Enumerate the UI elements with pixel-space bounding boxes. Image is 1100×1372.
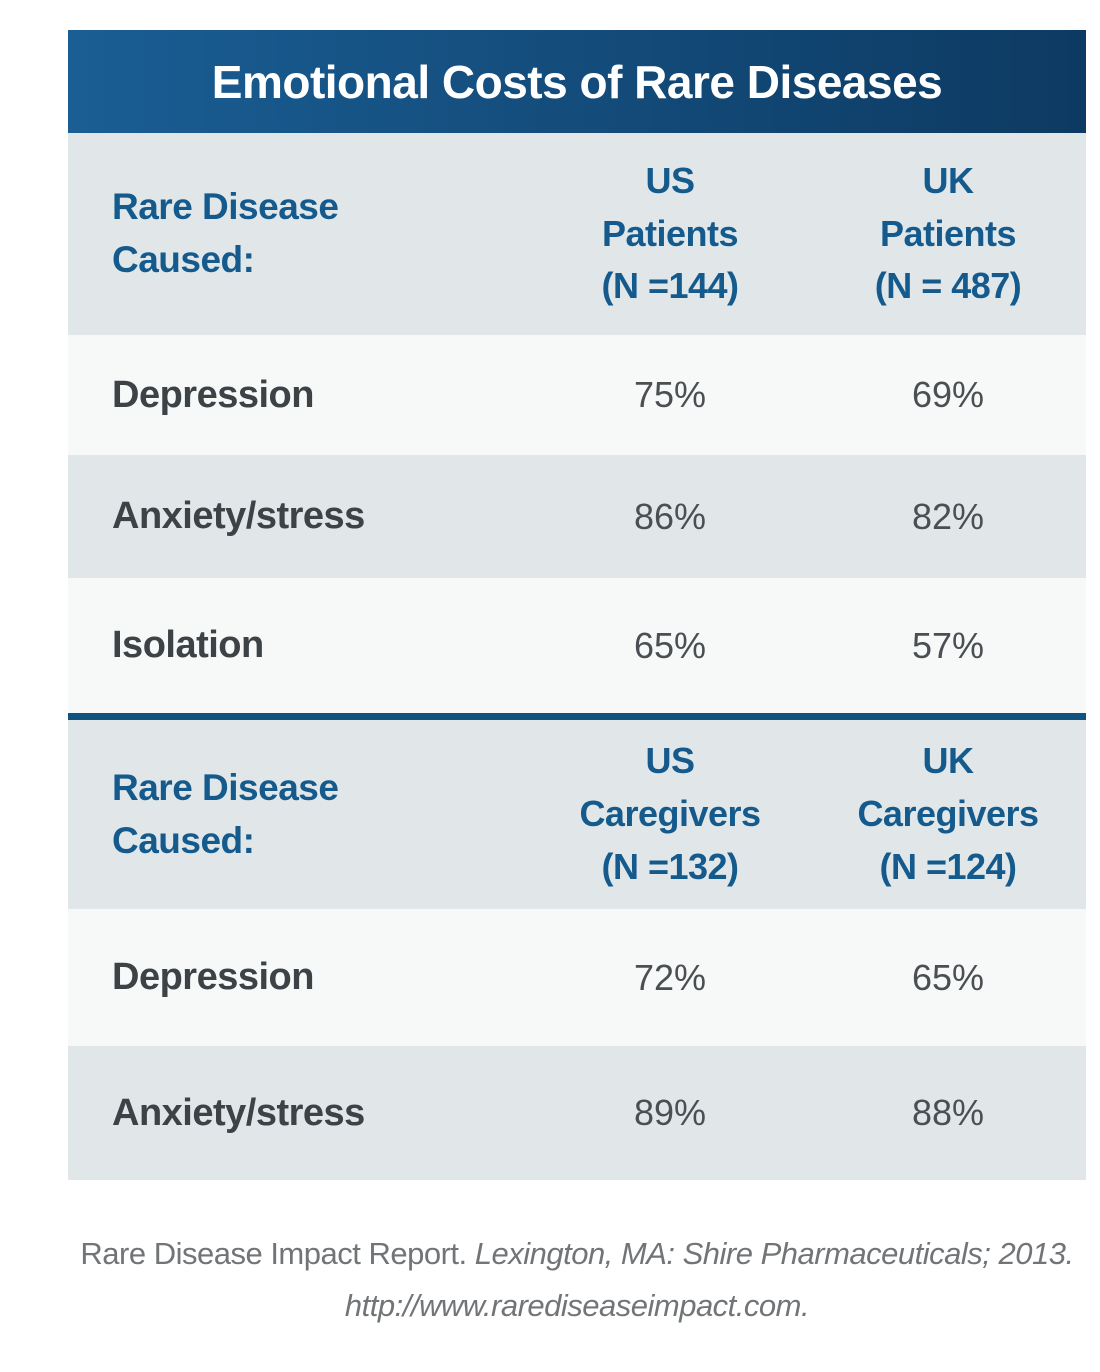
- column-header-line: (N =144): [601, 265, 739, 307]
- uk-caregivers-column-header: UK Caregivers (N =124): [810, 720, 1086, 909]
- column-header-line: Caregivers: [857, 793, 1039, 835]
- column-header-line: (N = 487): [874, 265, 1022, 307]
- table-row: Isolation 65% 57%: [68, 578, 1086, 713]
- citation-report-title: Rare Disease Impact Report.: [80, 1236, 475, 1271]
- citation-line-2: http://www.rarediseaseimpact.com.: [344, 1288, 810, 1323]
- row-label: Isolation: [112, 624, 264, 666]
- section-divider: [68, 713, 1086, 720]
- patients-row-header-label: Rare Disease Caused:: [68, 133, 530, 335]
- column-header-line: Caregivers: [579, 793, 761, 835]
- uk-value: 88%: [911, 1092, 985, 1133]
- uk-value: 69%: [911, 374, 985, 415]
- uk-value: 57%: [911, 624, 985, 666]
- row-label: Anxiety/stress: [112, 495, 365, 537]
- column-header-line: US: [645, 159, 695, 201]
- column-header-line: Patients: [879, 212, 1017, 254]
- row-label: Anxiety/stress: [112, 1091, 365, 1134]
- us-value: 65%: [633, 624, 707, 666]
- us-value: 89%: [633, 1092, 707, 1133]
- row-label: Depression: [112, 373, 314, 416]
- table-title: Emotional Costs of Rare Diseases: [211, 55, 943, 108]
- column-header-line: UK: [922, 740, 975, 782]
- column-header-line: Patients: [601, 212, 739, 254]
- caregivers-row-header-label: Rare Disease Caused:: [68, 720, 530, 909]
- emotional-costs-table: Emotional Costs of Rare Diseases Rare Di…: [68, 30, 1086, 1180]
- column-header-line: (N =132): [601, 845, 739, 887]
- us-value: 86%: [633, 495, 707, 537]
- uk-value: 82%: [911, 495, 985, 537]
- citation-line-1: Rare Disease Impact Report. Lexington, M…: [68, 1228, 1086, 1280]
- caregivers-header-row: Rare Disease Caused: US Caregivers (N =1…: [68, 720, 1086, 909]
- citation: Rare Disease Impact Report. Lexington, M…: [68, 1228, 1086, 1332]
- table-title-bar: Emotional Costs of Rare Diseases: [68, 30, 1086, 133]
- column-header-line: (N =124): [879, 845, 1017, 887]
- uk-patients-column-header: UK Patients (N = 487): [810, 133, 1086, 335]
- row-label: Depression: [112, 956, 314, 998]
- row-header-line: Rare Disease: [112, 766, 339, 808]
- citation-publisher: Lexington, MA: Shire Pharmaceuticals; 20…: [474, 1236, 1074, 1271]
- patients-header-row: Rare Disease Caused: US Patients (N =144…: [68, 133, 1086, 335]
- uk-value: 65%: [911, 956, 985, 998]
- table-row: Anxiety/stress 89% 88%: [68, 1046, 1086, 1180]
- row-header-line: Rare Disease: [112, 186, 339, 228]
- us-value: 72%: [633, 956, 707, 998]
- table-row: Depression 75% 69%: [68, 335, 1086, 455]
- table-row: Depression 72% 65%: [68, 909, 1086, 1046]
- us-caregivers-column-header: US Caregivers (N =132): [530, 720, 810, 909]
- row-header-line: Caused:: [112, 819, 255, 861]
- column-header-line: UK: [922, 159, 975, 201]
- column-header-line: US: [645, 740, 695, 782]
- table-row: Anxiety/stress 86% 82%: [68, 455, 1086, 578]
- row-header-line: Caused:: [112, 239, 255, 280]
- us-patients-column-header: US Patients (N =144): [530, 133, 810, 335]
- us-value: 75%: [633, 374, 707, 415]
